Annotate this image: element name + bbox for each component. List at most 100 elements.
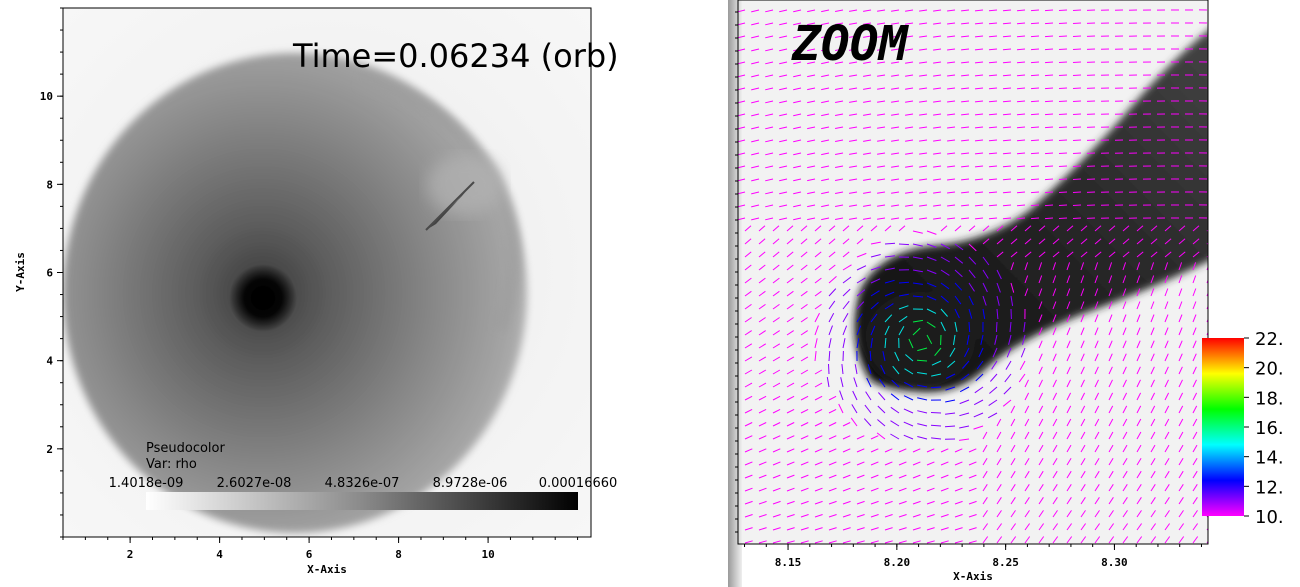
velocity-arrow xyxy=(744,343,753,349)
velocity-arrow xyxy=(1002,61,1012,64)
velocity-arrow xyxy=(1010,510,1016,518)
velocity-arrow xyxy=(959,425,970,429)
x-tick-label: 10 xyxy=(481,548,494,561)
velocity-arrow xyxy=(988,191,998,194)
velocity-arrow xyxy=(1080,405,1086,414)
velocity-arrow xyxy=(758,408,767,414)
velocity-arrow xyxy=(1044,87,1054,90)
velocity-arrow xyxy=(1136,431,1142,440)
velocity-arrow xyxy=(961,48,970,51)
velocity-arrow xyxy=(800,225,808,232)
velocity-arrow xyxy=(1066,301,1071,310)
velocity-arrow xyxy=(884,314,893,323)
velocity-arrow xyxy=(772,277,780,284)
velocity-arrow xyxy=(849,61,858,64)
velocity-arrow xyxy=(988,87,998,90)
velocity-arrow xyxy=(1108,275,1113,284)
velocity-arrow xyxy=(1192,301,1197,310)
velocity-arrow xyxy=(919,178,928,181)
velocity-arrow xyxy=(1108,251,1116,258)
velocity-arrow xyxy=(945,412,956,415)
velocity-arrow xyxy=(973,399,984,406)
velocity-arrow xyxy=(786,382,795,388)
velocity-arrow xyxy=(807,204,816,208)
velocity-arrow xyxy=(751,74,760,78)
velocity-arrow xyxy=(744,448,753,453)
velocity-arrow xyxy=(1150,392,1156,401)
velocity-arrow xyxy=(821,87,830,91)
velocity-arrow xyxy=(905,217,914,220)
velocity-arrow xyxy=(1178,379,1183,388)
velocity-arrow xyxy=(912,327,921,336)
velocity-arrow xyxy=(1150,379,1155,388)
velocity-arrow xyxy=(841,364,844,375)
velocity-arrow xyxy=(1002,139,1012,142)
velocity-arrow xyxy=(964,347,970,358)
velocity-arrow xyxy=(968,500,977,505)
velocity-arrow xyxy=(1030,87,1040,90)
velocity-arrow xyxy=(1072,152,1082,154)
velocity-arrow xyxy=(751,48,760,52)
velocity-arrow xyxy=(926,308,937,314)
velocity-arrow xyxy=(884,461,893,466)
velocity-arrow xyxy=(916,359,928,362)
velocity-arrow xyxy=(1005,360,1012,370)
velocity-arrow xyxy=(779,61,788,65)
velocity-arrow xyxy=(1072,204,1082,206)
velocity-arrow xyxy=(765,191,774,195)
velocity-arrow xyxy=(870,278,881,284)
velocity-arrow xyxy=(849,204,858,207)
velocity-arrow xyxy=(996,251,1004,258)
velocity-arrow xyxy=(1164,340,1169,349)
velocity-arrow xyxy=(974,87,984,90)
velocity-arrow xyxy=(1192,379,1197,388)
velocity-arrow xyxy=(1010,295,1014,306)
velocity-arrow xyxy=(870,266,881,271)
velocity-arrow xyxy=(1016,139,1026,142)
velocity-arrow xyxy=(974,204,984,207)
velocity-arrow xyxy=(912,474,921,479)
velocity-arrow xyxy=(982,256,990,266)
velocity-arrow xyxy=(758,527,767,531)
velocity-arrow xyxy=(1122,301,1127,310)
velocity-arrow xyxy=(968,295,974,306)
velocity-arrow xyxy=(1066,366,1071,375)
velocity-arrow xyxy=(821,74,830,78)
velocity-arrow xyxy=(1080,379,1085,388)
velocity-arrow xyxy=(772,303,780,310)
velocity-arrow xyxy=(988,100,998,103)
velocity-arrow xyxy=(765,48,774,52)
velocity-arrow xyxy=(919,74,928,77)
velocity-arrow xyxy=(814,487,823,492)
velocity-arrow xyxy=(1066,497,1072,505)
velocity-arrow xyxy=(870,514,879,518)
velocity-arrow xyxy=(800,277,808,284)
velocity-arrow xyxy=(917,436,928,440)
velocity-arrow xyxy=(926,334,933,345)
velocity-arrow xyxy=(1108,431,1114,440)
velocity-arrow xyxy=(1002,9,1012,12)
velocity-arrow xyxy=(884,325,890,336)
velocity-arrow xyxy=(1030,204,1040,207)
time-label: Time=0.06234 (orb) xyxy=(292,37,619,75)
velocity-arrow xyxy=(849,113,858,116)
velocity-arrow xyxy=(1122,523,1129,531)
velocity-arrow xyxy=(961,217,970,220)
velocity-arrow xyxy=(933,126,942,129)
velocity-arrow xyxy=(1108,314,1113,323)
velocity-arrow xyxy=(814,325,819,336)
velocity-arrow xyxy=(1052,288,1057,297)
velocity-arrow xyxy=(772,330,780,336)
velocity-arrow xyxy=(1094,353,1099,362)
velocity-arrow xyxy=(905,139,914,142)
velocity-arrow xyxy=(758,317,766,323)
velocity-arrow xyxy=(779,217,788,221)
velocity-arrow xyxy=(982,497,988,505)
velocity-arrow xyxy=(1052,353,1057,362)
velocity-arrow xyxy=(1122,392,1128,401)
velocity-arrow xyxy=(1002,35,1012,38)
velocity-arrow xyxy=(772,382,781,388)
velocity-arrow xyxy=(987,412,998,419)
velocity-arrow xyxy=(968,527,977,531)
velocity-arrow xyxy=(1178,444,1184,453)
